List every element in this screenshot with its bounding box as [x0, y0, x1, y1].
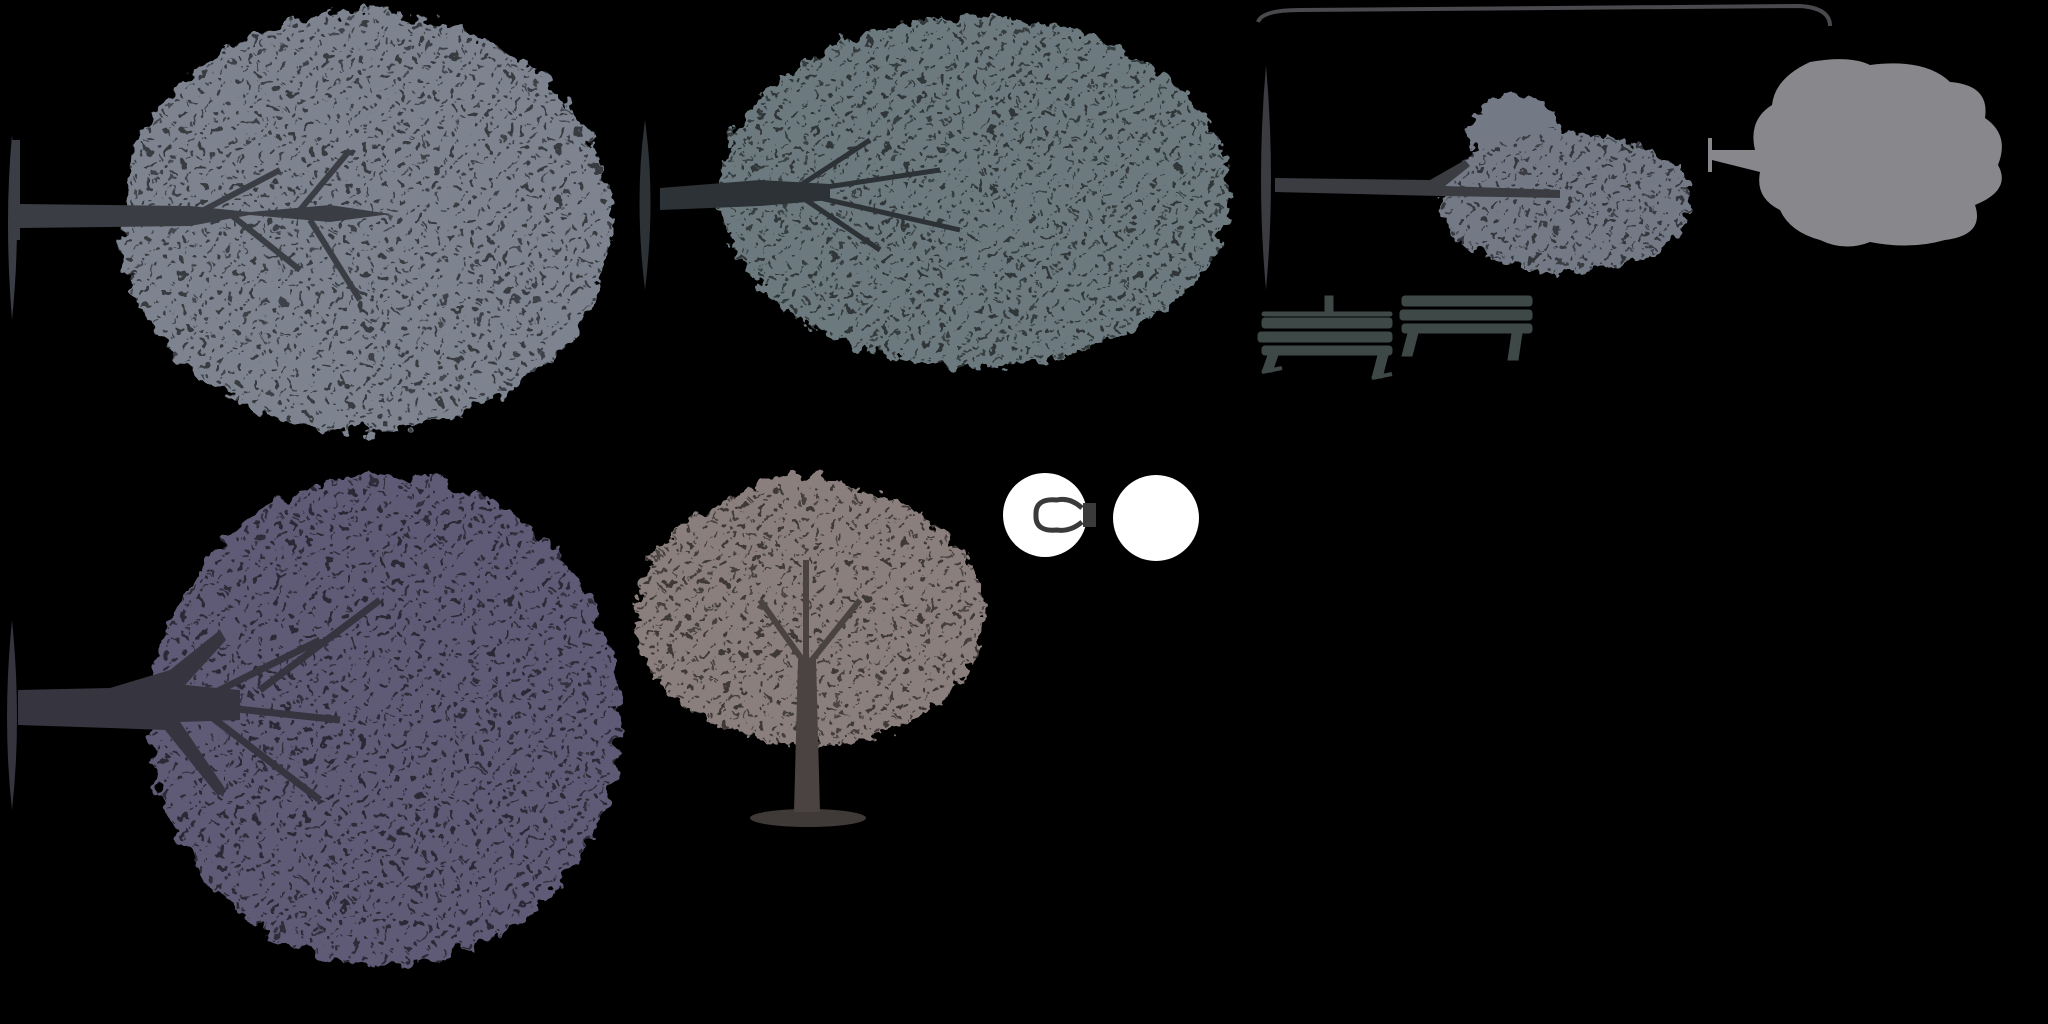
bench-icon — [1257, 295, 1393, 380]
bench-icon — [1399, 295, 1533, 361]
bulb-icon — [1003, 473, 1096, 557]
tree-side-icon — [639, 17, 1230, 367]
white-circle-icon — [1113, 475, 1199, 561]
arc-stroke-icon — [1256, 3, 1832, 27]
tree-side-icon — [1261, 65, 1690, 290]
tree-front-icon — [635, 475, 985, 827]
tree-side-icon — [8, 12, 610, 432]
tree-side-icon — [7, 475, 620, 965]
cloud-blob-icon — [1708, 59, 2002, 247]
